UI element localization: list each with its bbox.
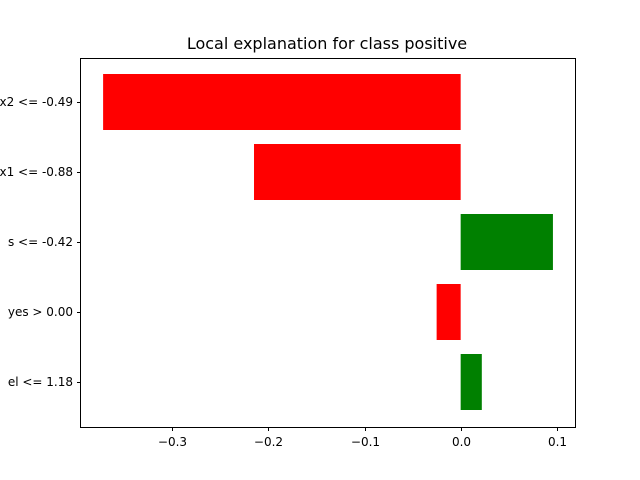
y-tick-label-1: x1 <= -0.88	[0, 165, 73, 179]
axes-frame	[80, 58, 576, 428]
bar-0	[103, 74, 461, 130]
x-tick-label-2: −0.1	[351, 435, 380, 449]
y-tick-label-3: yes > 0.00	[8, 305, 73, 319]
bar-4	[460, 354, 482, 410]
x-tick-label-3: 0.0	[452, 435, 471, 449]
x-axis-ticks: −0.3 −0.2 −0.1 0.0 0.1	[158, 427, 567, 449]
x-tick-label-1: −0.2	[254, 435, 283, 449]
x-tick-label-0: −0.3	[158, 435, 187, 449]
bars-layer	[103, 74, 553, 410]
bar-1	[254, 144, 461, 200]
bar-3	[436, 284, 461, 340]
y-tick-label-2: s <= -0.42	[8, 235, 73, 249]
x-tick-label-4: 0.1	[548, 435, 567, 449]
bar-2	[460, 214, 553, 270]
y-tick-label-0: x2 <= -0.49	[0, 95, 73, 109]
chart-title: Local explanation for class positive	[187, 34, 467, 53]
y-tick-label-4: el <= 1.18	[8, 375, 73, 389]
